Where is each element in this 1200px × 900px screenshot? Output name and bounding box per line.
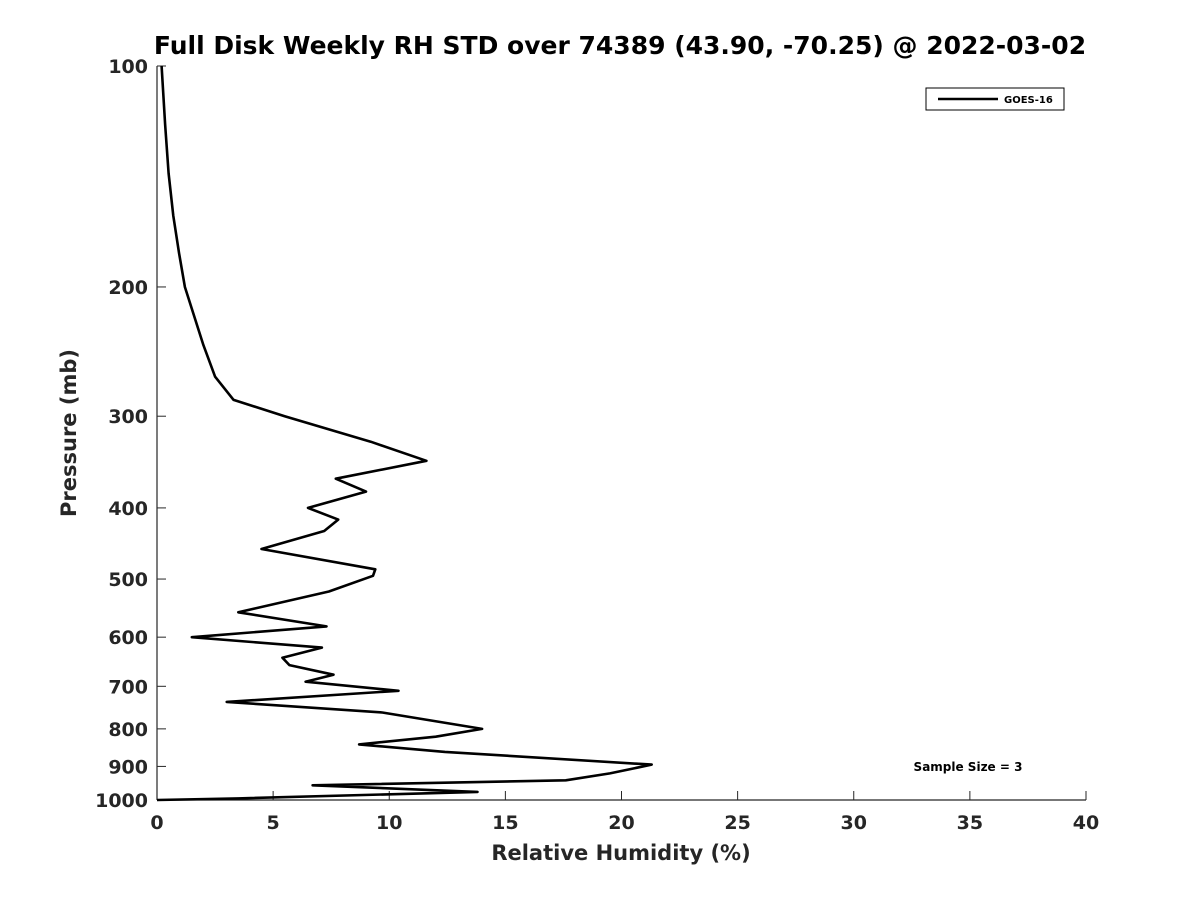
y-tick-label: 200 [108,277,148,299]
x-tick-label: 5 [267,812,280,834]
y-tick-label: 700 [108,676,148,698]
legend: GOES-16 [925,87,1065,111]
chart-title: Full Disk Weekly RH STD over 74389 (43.9… [154,31,1086,60]
y-tick-label: 400 [108,498,148,520]
x-tick-label: 25 [724,812,750,834]
sample-size-annotation: Sample Size = 3 [914,760,1023,774]
x-tick-label: 0 [150,812,163,834]
x-tick-label: 30 [841,812,867,834]
y-tick-label: 1000 [95,790,148,812]
y-tick-label: 900 [108,756,148,778]
x-axis-label: Relative Humidity (%) [491,841,750,865]
series-line-goes16 [156,65,654,802]
x-tick-label: 40 [1073,812,1099,834]
x-tick-label: 15 [492,812,518,834]
y-tick-label: 300 [108,406,148,428]
legend-label-goes16: GOES-16 [1004,95,1053,106]
y-axis-label: Pressure (mb) [57,349,81,517]
y-tick-label: 600 [108,627,148,649]
y-tick-label: 800 [108,719,148,741]
x-tick-label: 10 [376,812,402,834]
x-tick-label: 35 [957,812,983,834]
y-tick-label: 500 [108,569,148,591]
x-tick-label: 20 [608,812,634,834]
y-tick-label: 100 [108,56,148,78]
